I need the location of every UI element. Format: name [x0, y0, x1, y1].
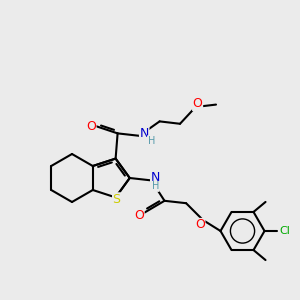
Text: S: S	[112, 193, 121, 206]
Text: N: N	[140, 127, 149, 140]
Text: O: O	[86, 120, 96, 133]
Text: N: N	[151, 171, 160, 184]
Text: H: H	[152, 182, 159, 191]
Text: O: O	[134, 209, 144, 222]
Text: Cl: Cl	[279, 226, 290, 236]
Text: O: O	[193, 98, 202, 110]
Text: H: H	[148, 136, 155, 146]
Text: O: O	[195, 218, 205, 232]
